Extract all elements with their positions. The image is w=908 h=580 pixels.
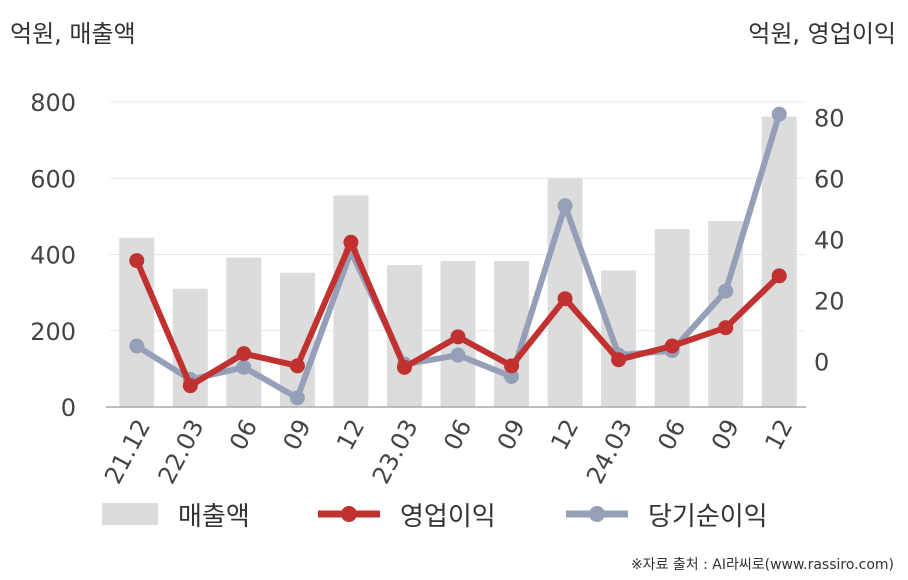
legend-label-net-income: 당기순이익 (648, 501, 768, 532)
x-tick-label: 12 (759, 415, 798, 455)
x-tick-label: 06 (224, 415, 263, 455)
revenue-bar (601, 270, 637, 407)
net-income-point (557, 198, 573, 214)
legend-item-net-income: 당기순이익 (566, 492, 768, 536)
x-tick-label: 24.03 (581, 415, 638, 489)
operating-profit-point (396, 359, 412, 375)
operating-profit-point (718, 320, 734, 336)
right-tick-label: 80 (814, 104, 845, 132)
revenue-bar (333, 195, 369, 407)
net-income-point (450, 347, 466, 363)
x-tick-label: 09 (278, 415, 317, 455)
operating-profit-point (343, 234, 359, 250)
x-tick-label: 21.12 (99, 415, 156, 489)
revenue-bar (654, 228, 690, 407)
operating-profit-point (504, 358, 520, 374)
source-note: ※자료 출처 : AI라씨로(www.rassiro.com) (630, 557, 894, 573)
x-tick-label: 09 (706, 415, 745, 455)
operating-profit-point (771, 268, 787, 284)
right-tick-label: 0 (814, 348, 829, 376)
left-tick-label: 600 (30, 165, 76, 193)
legend-label-operating-profit: 영업이익 (400, 501, 496, 532)
left-tick-label: 800 (30, 89, 76, 117)
legend-item-operating-profit: 영업이익 (318, 492, 496, 536)
net-income-point (129, 338, 145, 354)
x-tick-label: 06 (652, 415, 691, 455)
right-axis-unit: 억원, 영업이익 (748, 20, 896, 48)
x-tick-label: 23.03 (367, 415, 424, 489)
operating-profit-point (450, 329, 466, 345)
legend-item-revenue: 매출액 (102, 492, 250, 536)
revenue-bar (226, 257, 262, 407)
x-tick-label: 09 (492, 415, 531, 455)
x-tick-label: 12 (331, 415, 370, 455)
x-tick-label: 12 (545, 415, 584, 455)
right-tick-label: 60 (814, 165, 845, 193)
operating-profit-point (182, 378, 198, 394)
net-income-point (504, 369, 520, 384)
left-tick-label: 400 (30, 242, 76, 270)
x-tick-label: 06 (438, 415, 477, 455)
operating-profit-point (236, 346, 252, 362)
legend-label-revenue: 매출액 (178, 501, 250, 532)
left-axis-unit: 억원, 매출액 (10, 20, 136, 48)
legend: 매출액 영업이익 당기순이익 (0, 492, 908, 536)
net-income-point (718, 283, 734, 299)
net-income-point (771, 106, 787, 122)
left-tick-label: 200 (30, 318, 76, 346)
legend-line-swatch-operating-profit (318, 506, 380, 522)
operating-profit-point (289, 358, 305, 374)
right-tick-label: 20 (814, 287, 845, 315)
net-income-point (289, 390, 305, 406)
revenue-bars (119, 116, 797, 408)
operating-profit-point (611, 352, 627, 368)
legend-bar-swatch (102, 503, 158, 525)
revenue-bar (761, 116, 797, 408)
operating-profit-point (557, 291, 573, 307)
profit-lines (129, 106, 787, 406)
right-tick-label: 40 (814, 226, 845, 254)
left-tick-label: 0 (61, 394, 76, 422)
operating-profit-point (664, 338, 680, 354)
x-tick-label: 22.03 (153, 415, 210, 489)
legend-line-swatch-net-income (566, 506, 628, 522)
net-income-point (236, 359, 252, 375)
operating-profit-point (129, 253, 145, 269)
